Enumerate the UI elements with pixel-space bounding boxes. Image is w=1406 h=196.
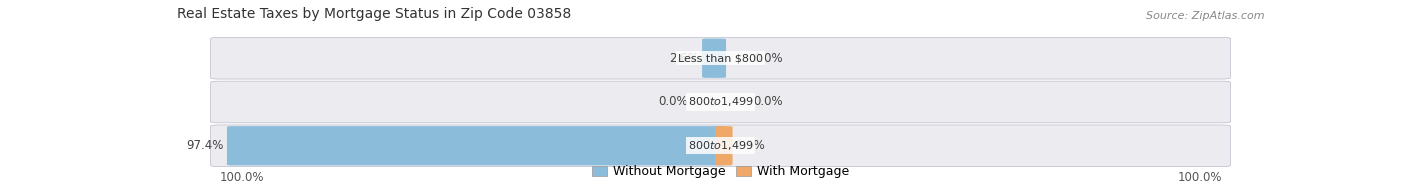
FancyBboxPatch shape (716, 126, 733, 165)
Text: Real Estate Taxes by Mortgage Status in Zip Code 03858: Real Estate Taxes by Mortgage Status in … (177, 6, 571, 21)
Text: Less than $800: Less than $800 (678, 53, 763, 63)
FancyBboxPatch shape (702, 39, 725, 78)
FancyBboxPatch shape (211, 81, 1230, 123)
Legend: Without Mortgage, With Mortgage: Without Mortgage, With Mortgage (586, 160, 855, 183)
Text: $800 to $1,499: $800 to $1,499 (688, 139, 754, 152)
FancyBboxPatch shape (211, 37, 1230, 79)
FancyBboxPatch shape (211, 125, 1230, 167)
Text: 97.4%: 97.4% (186, 139, 224, 152)
FancyBboxPatch shape (226, 126, 725, 165)
Text: 100.0%: 100.0% (1177, 171, 1222, 184)
Text: 0.0%: 0.0% (754, 52, 783, 65)
Text: 100.0%: 100.0% (219, 171, 264, 184)
Text: 2.6%: 2.6% (669, 52, 699, 65)
Text: 1.3%: 1.3% (735, 139, 765, 152)
Text: 0.0%: 0.0% (754, 95, 783, 109)
Text: $800 to $1,499: $800 to $1,499 (688, 95, 754, 109)
Text: 0.0%: 0.0% (658, 95, 688, 109)
Text: Source: ZipAtlas.com: Source: ZipAtlas.com (1146, 11, 1264, 21)
